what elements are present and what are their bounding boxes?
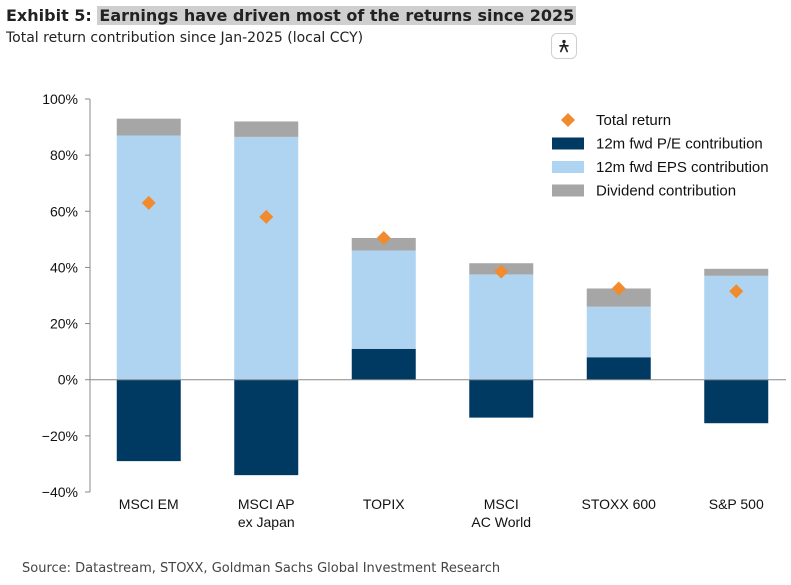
x-category-label: S&P 500 [709, 496, 764, 512]
title-prefix: Exhibit 5: [6, 6, 98, 25]
x-category-label: MSCI [484, 496, 519, 512]
legend-swatch [552, 184, 584, 197]
legend-label: 12m fwd EPS contribution [596, 159, 769, 176]
bar-eps-contribution [586, 306, 651, 358]
total-return-marker [494, 264, 509, 279]
total-return-marker [611, 281, 626, 296]
bar-dividend-contribution [586, 288, 651, 307]
chart-header: Exhibit 5: Earnings have driven most of … [6, 4, 786, 46]
total-return-marker [259, 209, 274, 224]
bar-eps-contribution [116, 135, 181, 380]
y-tick-label: 60% [50, 203, 78, 219]
y-tick-label: 80% [50, 147, 78, 163]
bar-eps-contribution [351, 250, 416, 349]
y-tick-label: 100% [42, 91, 78, 107]
y-tick-label: 20% [50, 316, 78, 332]
bar-pe-contribution [234, 379, 299, 476]
x-category-label: TOPIX [363, 496, 405, 512]
bar-eps-contribution [469, 274, 534, 380]
legend-swatch [552, 161, 584, 173]
total-return-marker [729, 284, 744, 299]
legend-label: Total return [596, 112, 671, 129]
accessibility-button[interactable] [551, 33, 577, 59]
source-note: Source: Datastream, STOXX, Goldman Sachs… [22, 561, 501, 576]
chart-title: Exhibit 5: Earnings have driven most of … [6, 4, 786, 28]
bar-dividend-contribution [704, 268, 769, 276]
x-category-label: AC World [471, 514, 531, 530]
legend-label: 12m fwd P/E contribution [596, 136, 763, 153]
bar-pe-contribution [704, 379, 769, 424]
bar-pe-contribution [469, 379, 534, 418]
bar-eps-contribution [234, 136, 299, 380]
y-tick-label: −20% [42, 428, 78, 444]
bar-pe-contribution [586, 357, 651, 380]
legend-label: Dividend contribution [596, 183, 736, 200]
x-category-label: MSCI AP [238, 496, 295, 512]
bar-pe-contribution [116, 379, 181, 462]
x-category-label: MSCI EM [119, 496, 179, 512]
title-highlight: Earnings have driven most of the returns… [97, 6, 577, 25]
x-category-label: ex Japan [238, 514, 295, 530]
accessibility-person-icon [559, 39, 569, 53]
bar-pe-contribution [351, 348, 416, 380]
bar-dividend-contribution [234, 121, 299, 137]
y-tick-label: −40% [42, 484, 78, 500]
chart-subtitle: Total return contribution since Jan-2025… [6, 30, 364, 46]
y-tick-label: 40% [50, 259, 78, 275]
legend-swatch [552, 137, 584, 150]
total-return-marker [376, 230, 391, 245]
y-tick-label: 0% [58, 372, 78, 388]
legend-swatch-total-return [561, 113, 575, 127]
x-category-label: STOXX 600 [582, 496, 657, 512]
total-return-marker [141, 195, 156, 210]
bar-dividend-contribution [116, 118, 181, 136]
